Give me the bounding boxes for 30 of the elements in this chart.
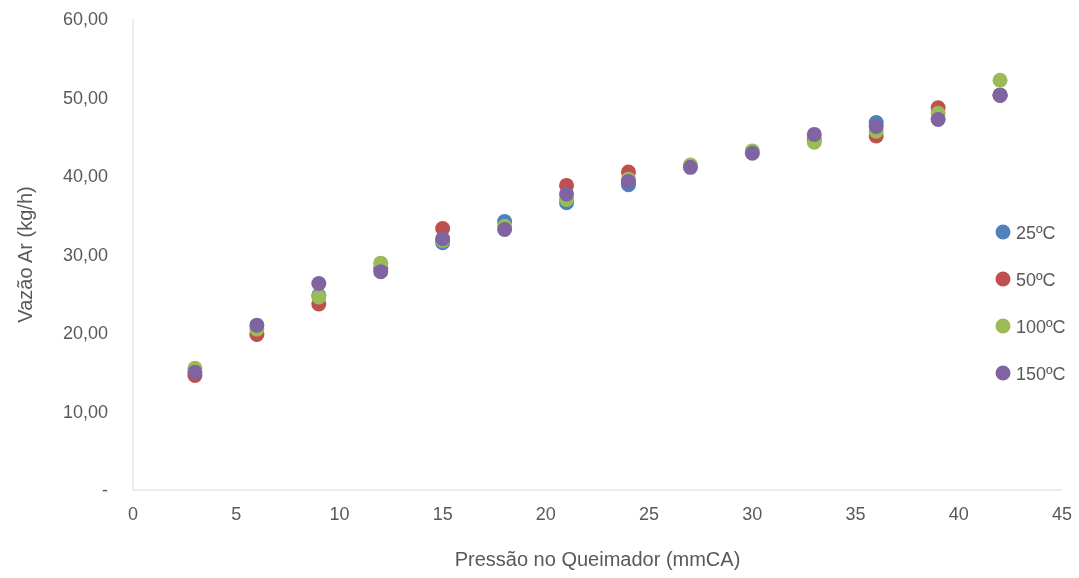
y-tick-label: 10,00 [62,401,108,422]
x-tick-label: 15 [432,504,453,524]
x-tick-label: 25 [639,504,660,524]
x-tick-label: 0 [127,504,139,524]
legend-label: 150ºC [1016,364,1066,384]
y-tick-label: - [102,480,108,500]
point [868,119,884,135]
y-tick-label: 20,00 [62,323,108,343]
point [930,111,946,127]
point [806,126,822,142]
x-tick-label: 20 [535,504,556,524]
y-tick-label: 30,00 [62,244,108,265]
x-tick-label: 45 [1051,504,1073,524]
y-tick-label: 40,00 [62,166,108,186]
legend-label: 25ºC [1016,223,1056,243]
legend-label: 100ºC [1016,317,1066,337]
x-tick-label: 40 [948,504,969,524]
x-axis-title: Pressão no Queimador (mmCA) [454,548,741,570]
point [559,186,575,202]
legend-label: 50ºC [1016,270,1056,290]
x-tick-label: 10 [329,504,350,524]
y-axis-title: Vazão Ar (kg/h) [14,186,36,323]
y-tick-label: 60,00 [62,9,108,29]
point [992,72,1008,88]
x-tick-label: 30 [742,504,763,524]
x-tick-label: 5 [231,504,242,524]
point [249,317,265,333]
x-tick-label: 35 [845,504,866,524]
point [311,276,327,292]
y-tick-label: 50,00 [62,87,108,108]
